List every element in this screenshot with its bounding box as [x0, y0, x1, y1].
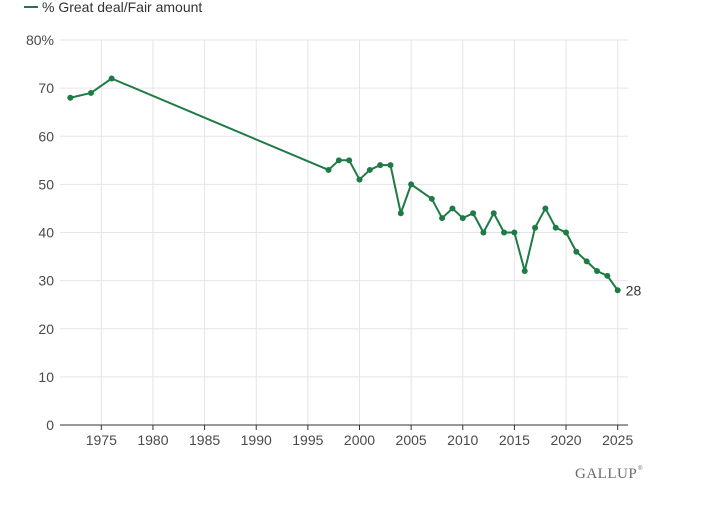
data-point: [87, 89, 94, 96]
y-axis: 0 10 20 30 40 50 60 70 80%: [26, 32, 54, 433]
x-tick-label: 2020: [550, 432, 581, 448]
data-point: [335, 157, 342, 164]
data-point: [594, 268, 601, 274]
data-point: [108, 75, 115, 82]
data-point: [449, 205, 456, 212]
data-point: [532, 224, 539, 231]
y-tick-label: 70: [38, 80, 54, 96]
data-point: [583, 258, 590, 265]
y-tick-label: 60: [38, 128, 54, 144]
x-axis: 1975 1980 1985 1990 1995 2000 2005 2010 2015 2020…: [60, 424, 633, 448]
data-point: [563, 229, 570, 236]
x-tick-label: 1990: [241, 432, 272, 448]
legend-label: % Great deal/Fair amount: [42, 0, 202, 15]
data-point: [521, 268, 528, 274]
x-tick-label: 2015: [499, 432, 530, 448]
data-point: [470, 210, 477, 217]
gallup-logo-text: GALLUP: [575, 466, 637, 482]
x-tick-label: 2000: [344, 432, 375, 448]
data-point: [428, 195, 435, 202]
data-point: [439, 215, 446, 222]
data-point: [356, 176, 363, 183]
y-tick-label: 0: [46, 417, 54, 433]
y-tick-label: 50: [38, 176, 54, 192]
data-point: [377, 162, 384, 169]
y-tick-label: 40: [38, 225, 54, 241]
data-point: [614, 287, 621, 294]
data-point: [366, 166, 373, 173]
x-tick-label: 1995: [292, 432, 323, 448]
y-tick-label: 20: [38, 321, 54, 337]
data-point: [397, 210, 404, 217]
brand-logo: GALLUP ®: [575, 465, 643, 482]
data-point: [552, 224, 559, 231]
x-tick-label: 2010: [447, 432, 478, 448]
legend: % Great deal/Fair amount: [24, 0, 202, 15]
data-point: [408, 181, 415, 188]
data-point: [542, 205, 549, 212]
gridlines: [60, 39, 628, 425]
trademark-symbol: ®: [638, 465, 643, 472]
data-point: [325, 166, 332, 173]
y-tick-label: 10: [38, 369, 54, 385]
x-tick-label: 1980: [137, 432, 168, 448]
x-tick-label: 1975: [86, 432, 117, 448]
data-point: [573, 248, 580, 255]
data-point: [67, 94, 74, 101]
data-point: [490, 210, 497, 217]
data-point: [501, 229, 508, 236]
data-point: [346, 157, 353, 164]
data-point: [387, 162, 394, 169]
series-group: [67, 75, 621, 294]
data-point: [480, 229, 487, 236]
y-tick-label: 30: [38, 273, 54, 289]
x-tick-label: 1985: [189, 432, 220, 448]
data-point: [511, 229, 518, 236]
data-point: [459, 215, 466, 222]
data-point: [604, 272, 611, 279]
annotations: 28: [626, 282, 642, 298]
end-value-label: 28: [626, 282, 642, 298]
x-tick-label: 2025: [602, 432, 633, 448]
y-tick-label: 80%: [26, 32, 54, 48]
x-tick-label: 2005: [396, 432, 427, 448]
